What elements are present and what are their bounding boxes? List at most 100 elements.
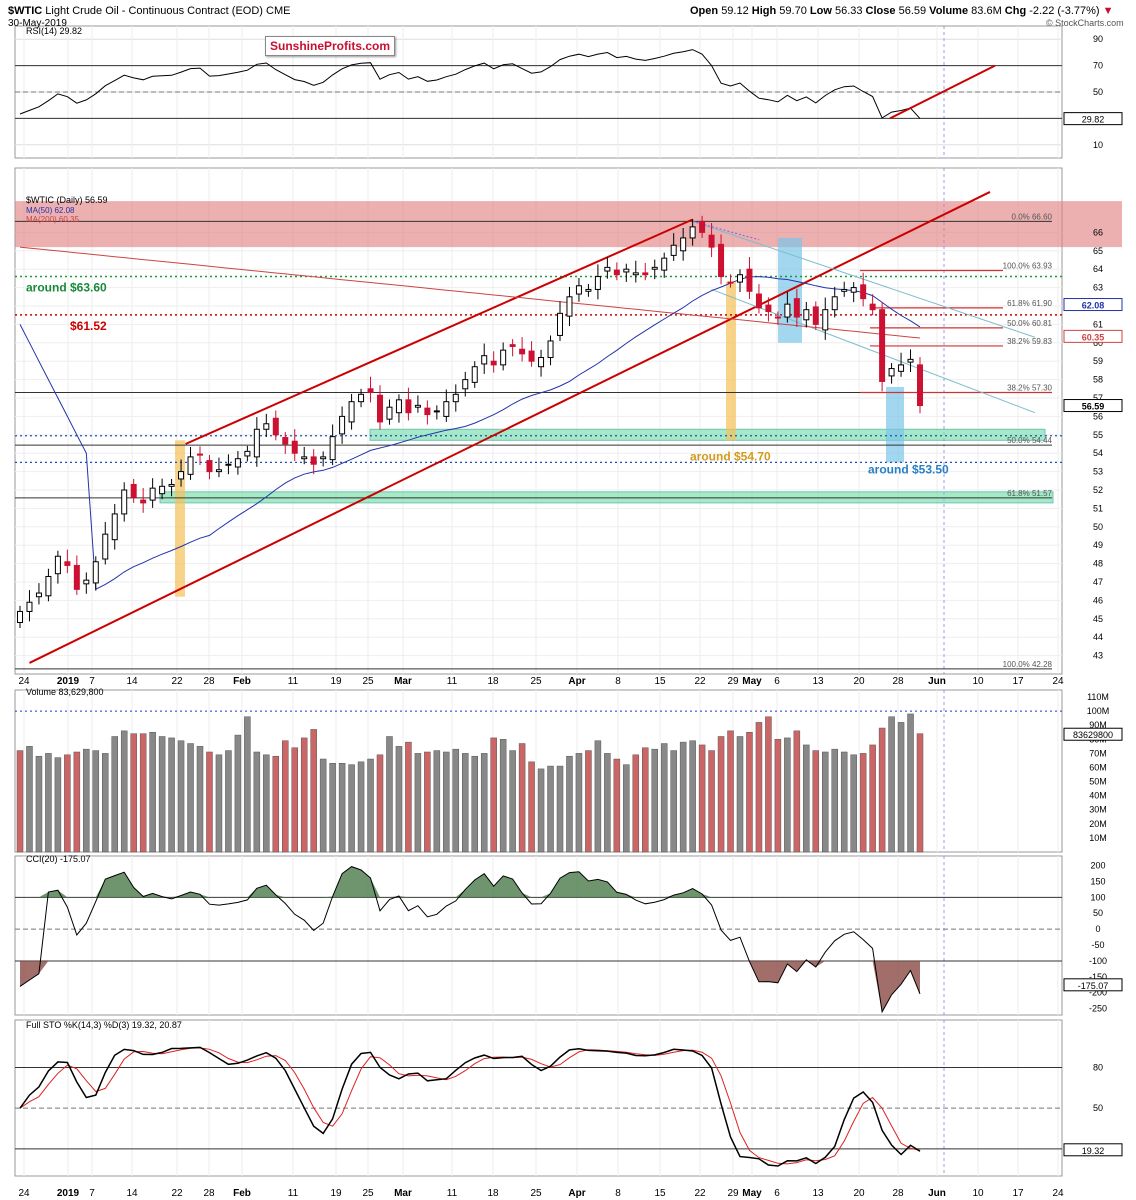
candle-body (481, 355, 488, 365)
channel-upper (692, 220, 1036, 338)
x-tick-label: 25 (530, 1188, 542, 1199)
candle-body (64, 561, 71, 566)
candle-body (462, 379, 469, 390)
volume-bar (632, 754, 640, 853)
candle-body (234, 458, 241, 468)
x-tick-label: 17 (1012, 676, 1024, 687)
candle-body (793, 298, 800, 318)
cci-tick-label: -250 (1089, 1004, 1107, 1014)
volume-bar (869, 744, 876, 853)
last-price-tag-box (1063, 399, 1123, 413)
sto-label: Full STO %K(14,3) %D(3) 19.32, 20.87 (26, 1020, 182, 1030)
volume-bar (480, 753, 488, 853)
volume-bar (234, 734, 242, 853)
volume-bar (736, 736, 744, 853)
candle-body (557, 312, 563, 336)
candle-body (585, 288, 592, 292)
x-tick-label: 13 (812, 1188, 824, 1199)
volume-bar (253, 751, 261, 853)
volume-bar (16, 750, 24, 853)
x-tick-label: 11 (447, 676, 458, 687)
candle-body (680, 237, 687, 252)
candle-body (121, 489, 128, 515)
rsi-tick-label: 70 (1093, 61, 1103, 71)
price-tick-label: 54 (1093, 448, 1103, 458)
volume-last-label: 83629800 (1073, 730, 1113, 740)
volume-bar (206, 751, 213, 853)
candle-body (575, 285, 582, 295)
candle-body (310, 456, 317, 465)
candle-body (812, 306, 819, 325)
x-tick-label: 14 (126, 676, 138, 687)
volume-bar (215, 754, 223, 853)
volume-bar (158, 736, 166, 853)
volume-bar (490, 737, 497, 853)
ma50-line (19, 276, 921, 590)
volume-bar (499, 739, 507, 853)
candle-body (433, 410, 440, 413)
candle-body (509, 344, 516, 347)
candle-body (45, 575, 52, 597)
volume-bar (111, 736, 118, 853)
x-tick-label: 7 (89, 676, 95, 687)
volume-bar (64, 754, 71, 853)
price-tick-label: 65 (1093, 246, 1103, 256)
candle-body (263, 423, 270, 430)
candle-body (755, 293, 762, 309)
x-tick-label: 11 (288, 1188, 299, 1199)
candle-body (651, 266, 658, 270)
x-tick-label: 6 (774, 676, 780, 687)
x-tick-label: Feb (233, 676, 251, 687)
purple-dotted (692, 220, 760, 241)
fib-label: 50.0% 54.44 (1007, 436, 1052, 445)
rsi-trendline (889, 64, 996, 120)
volume-bar (54, 757, 62, 853)
candle-body (604, 266, 611, 272)
candle-body (547, 340, 554, 359)
candle-body (291, 440, 298, 454)
x-tick-label: 24 (18, 1188, 30, 1199)
volume-bar (357, 761, 365, 853)
sto-last-label: 19.32 (1082, 1146, 1105, 1156)
x-tick-label: May (742, 676, 762, 687)
volume-bar (177, 740, 185, 853)
volume-bar (604, 753, 611, 853)
brand-watermark: SunshineProfits.com (265, 36, 396, 56)
volume-bar (907, 713, 914, 853)
ohlc-readout: Open 59.12 High 59.70 Low 56.33 Close 56… (690, 5, 1114, 17)
fib-label: 0.0% 66.60 (1012, 212, 1053, 221)
ma200-tag: 60.35 (1082, 332, 1105, 342)
x-tick-label: 19 (330, 676, 342, 687)
volume-bar (102, 753, 109, 853)
candle-body (102, 533, 109, 560)
chart-symbol: $WTIC (8, 5, 43, 17)
x-tick-label: 11 (447, 1188, 458, 1199)
volume-bar (689, 740, 696, 853)
rsi-line (19, 49, 921, 119)
x-tick-label: 20 (853, 676, 865, 687)
candle-body (358, 393, 365, 403)
volume-bar (26, 746, 33, 853)
price-tick-label: 49 (1093, 540, 1103, 550)
candle-body (187, 456, 194, 475)
x-tick-label: 10 (972, 676, 984, 687)
candle-body (424, 407, 431, 416)
x-tick-label: 24 (1052, 1188, 1064, 1199)
candle-body (329, 436, 336, 461)
candle-body (386, 406, 393, 420)
fib-label: 100.0% 42.28 (1003, 660, 1053, 669)
rising-trendline-lower (29, 191, 991, 664)
chart-date: 30-May-2019 (8, 18, 67, 29)
volume-bar (310, 729, 317, 853)
volume-bar (594, 740, 602, 853)
x-tick-label: 7 (89, 1188, 95, 1199)
candle-body (528, 350, 535, 362)
panel-frame-price (14, 167, 1063, 675)
price-tick-label: 48 (1093, 559, 1103, 569)
cci-tick-label: 200 (1090, 861, 1105, 871)
sto-last-box (1063, 1143, 1123, 1157)
volume-bar (897, 722, 905, 853)
x-tick-label: Jun (928, 1188, 946, 1199)
support-zone-upper (369, 428, 1046, 441)
candle-body (111, 513, 118, 541)
